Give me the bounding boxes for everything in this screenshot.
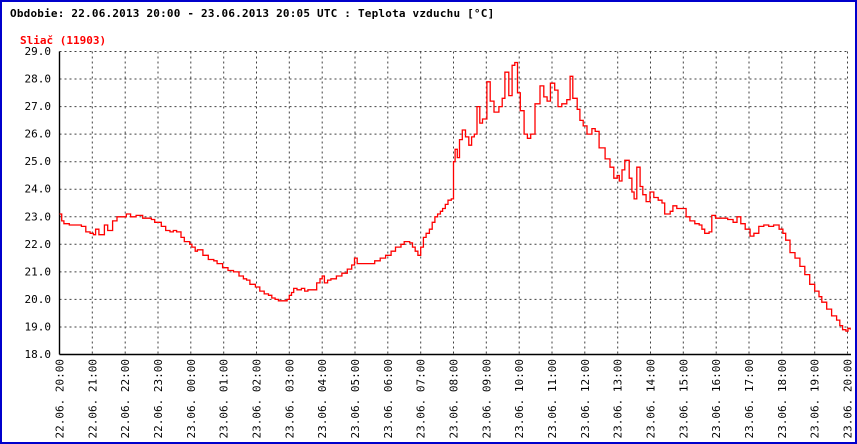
y-tick-label: 29.0 — [25, 45, 52, 58]
x-tick-label: 23.06. 13:00 — [612, 359, 625, 438]
y-tick-label: 23.0 — [25, 210, 52, 223]
x-tick-label: 23.06. 00:00 — [185, 359, 198, 438]
x-tick-label: 23.06. 10:00 — [513, 359, 526, 438]
x-tick-label: 22.06. 23:00 — [152, 359, 165, 438]
x-tick-label: 23.06. 06:00 — [382, 359, 395, 438]
x-tick-label: 22.06. 22:00 — [119, 359, 132, 438]
x-tick-label: 23.06. 19:00 — [809, 359, 822, 438]
x-tick-label: 23.06. 07:00 — [415, 359, 428, 438]
x-tick-label: 23.06. 14:00 — [645, 359, 658, 438]
x-tick-label: 23.06. 16:00 — [710, 359, 723, 438]
x-tick-label: 23.06. 12:00 — [579, 359, 592, 438]
legend-station-label: Sliač (11903) — [20, 34, 107, 47]
x-tick-label: 23.06. 09:00 — [480, 359, 493, 438]
x-tick-label: 23.06. 01:00 — [218, 359, 231, 438]
y-tick-label: 22.0 — [25, 238, 52, 251]
x-tick-label: 23.06. 15:00 — [677, 359, 690, 438]
y-tick-label: 26.0 — [25, 128, 52, 141]
chart-period-title: Obdobie: 22.06.2013 20:00 - 23.06.2013 2… — [10, 7, 495, 20]
x-tick-label: 23.06. 20:00 — [842, 359, 855, 438]
x-tick-label: 23.06. 04:00 — [316, 359, 329, 438]
y-tick-label: 25.0 — [25, 155, 52, 168]
x-tick-label: 23.06. 02:00 — [251, 359, 264, 438]
x-tick-label: 23.06. 17:00 — [743, 359, 756, 438]
temperature-line — [59, 61, 851, 332]
y-tick-label: 28.0 — [25, 73, 52, 86]
x-tick-label: 23.06. 11:00 — [546, 359, 559, 438]
x-tick-label: 22.06. 21:00 — [86, 359, 99, 438]
y-tick-label: 20.0 — [25, 293, 52, 306]
y-tick-label: 21.0 — [25, 265, 52, 278]
y-tick-label: 27.0 — [25, 100, 52, 113]
y-tick-label: 19.0 — [25, 320, 52, 333]
x-tick-label: 23.06. 05:00 — [349, 359, 362, 438]
x-tick-label: 23.06. 18:00 — [776, 359, 789, 438]
x-tick-label: 23.06. 03:00 — [283, 359, 296, 438]
x-tick-label: 23.06. 08:00 — [448, 359, 461, 438]
y-tick-label: 24.0 — [25, 183, 52, 196]
y-tick-label: 18.0 — [25, 348, 52, 361]
x-tick-label: 22.06. 20:00 — [54, 359, 67, 438]
